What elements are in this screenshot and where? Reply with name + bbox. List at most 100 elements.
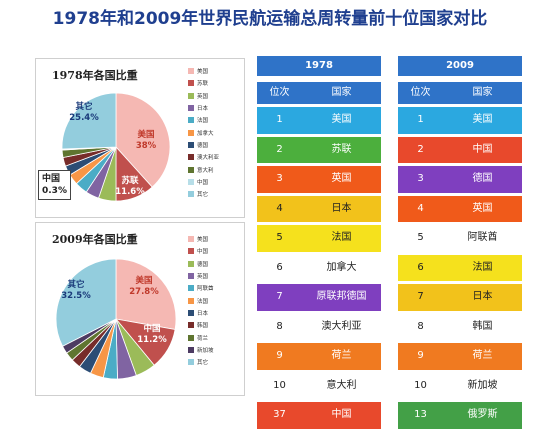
rank-cell: 5 (417, 232, 424, 243)
legend-item: 美国 (188, 233, 214, 245)
rank-cell: 10 (414, 379, 427, 391)
callout-value: 0.3% (42, 186, 67, 196)
legend-label: 苏联 (197, 81, 209, 88)
country-cell: 法国 (331, 232, 352, 243)
legend-item: 澳大利亚 (188, 151, 219, 163)
legend-swatch (188, 141, 194, 148)
legend-item: 法国 (188, 114, 219, 126)
rank-cell: 1 (417, 114, 424, 125)
country-cell: 加拿大 (326, 261, 357, 273)
legend-label: 其它 (197, 192, 209, 199)
pie-slice (115, 258, 177, 330)
pie-slice (115, 92, 171, 188)
pie-title-2009: 2009年各国比重 (52, 233, 138, 246)
legend-label: 中国 (197, 179, 209, 186)
table-row: 10 新加坡 (398, 372, 522, 399)
rank-cell: 2 (417, 143, 424, 155)
legend-swatch (188, 129, 194, 136)
callout-label: 中国 (42, 174, 61, 184)
table-row: 1 美国 (257, 107, 381, 134)
legend-swatch (188, 80, 194, 87)
legend-2009: 美国 中国 德国 英国 阿联酋 法国 日本 韩国 荷兰 新加坡 其它 (188, 233, 214, 368)
legend-label: 日本 (197, 106, 209, 113)
legend-item: 法国 (188, 294, 214, 306)
country-cell: 美国 (331, 114, 352, 125)
legend-swatch (188, 248, 194, 255)
table-row: 37 中国 (257, 402, 381, 429)
table-column-header: 位次 国家 (398, 82, 522, 104)
legend-item: 英国 (188, 90, 219, 102)
legend-item: 日本 (188, 102, 219, 114)
ranking-table-1978: 1978 位次 国家 1 美国 2 苏联 3 英国 4 日本 5 法国 6 加拿大 7 原联邦德国 8 澳大利… (257, 56, 381, 429)
country-column-header: 国家 (472, 87, 493, 98)
legend-label: 新加坡 (197, 347, 214, 354)
legend-swatch (188, 191, 194, 198)
legend-swatch (188, 236, 194, 243)
legend-swatch (188, 68, 194, 75)
legend-label: 韩国 (197, 323, 209, 330)
slice-label-value: 11.2% (137, 335, 167, 345)
rank-cell: 3 (276, 173, 283, 184)
country-cell: 意大利 (326, 379, 357, 391)
legend-item: 其它 (188, 188, 219, 200)
rank-column-header: 位次 (410, 87, 431, 98)
slice-label-name: 中国 (143, 323, 160, 334)
country-cell: 德国 (472, 173, 493, 184)
legend-swatch (188, 322, 194, 329)
legend-swatch (188, 178, 194, 185)
slice-label-name: 美国 (137, 129, 154, 140)
legend-swatch (188, 117, 194, 124)
legend-item: 韩国 (188, 319, 214, 331)
rank-cell: 4 (276, 202, 283, 214)
legend-label: 德国 (197, 142, 209, 149)
rank-column-header: 位次 (269, 87, 290, 98)
country-cell: 日本 (331, 202, 352, 214)
table-row: 9 荷兰 (398, 343, 522, 370)
legend-swatch (188, 285, 194, 292)
country-cell: 韩国 (472, 320, 493, 332)
country-cell: 英国 (331, 173, 352, 184)
country-cell: 阿联酋 (467, 232, 498, 243)
legend-swatch (188, 260, 194, 267)
slice-label-value: 32.5% (61, 291, 91, 301)
slice-label-value: 27.8% (129, 287, 159, 297)
legend-swatch (188, 105, 194, 112)
legend-label: 澳大利亚 (197, 155, 220, 162)
legend-item: 新加坡 (188, 344, 214, 356)
legend-label: 加拿大 (197, 130, 214, 137)
slice-label-name: 美国 (135, 275, 152, 286)
legend-label: 意大利 (197, 167, 214, 174)
pie-title-1978: 1978年各国比重 (52, 69, 138, 82)
table-row: 8 澳大利亚 (257, 313, 381, 340)
legend-swatch (188, 92, 194, 99)
legend-swatch (188, 154, 194, 161)
country-column-header: 国家 (331, 87, 352, 98)
page-title: 1978年和2009年世界民航运输总周转量前十位国家对比 (52, 9, 488, 29)
pie-slice (55, 258, 117, 347)
table-row: 2 中国 (398, 136, 522, 163)
pie-panel-2009: 2009年各国比重 美国 27.8% 中国 11.2% 其它 32.5% 美国 中国 德国 英国… (35, 222, 245, 396)
slice-label-name: 其它 (67, 279, 84, 290)
table-row: 4 日本 (257, 195, 381, 222)
legend-swatch (188, 334, 194, 341)
country-cell: 中国 (472, 143, 493, 155)
table-row: 7 原联邦德国 (257, 284, 381, 311)
legend-label: 法国 (197, 298, 209, 305)
rank-cell: 2 (276, 143, 283, 155)
legend-label: 中国 (197, 249, 209, 256)
legend-swatch (188, 273, 194, 280)
country-cell: 原联邦德国 (316, 291, 367, 302)
country-cell: 法国 (472, 261, 493, 273)
legend-swatch (188, 359, 194, 366)
table-rows: 1 美国 2 苏联 3 英国 4 日本 5 法国 6 加拿大 7 原联邦德国 8 澳大利亚 9 荷兰 10 意大利 37… (257, 107, 381, 429)
legend-item: 加拿大 (188, 126, 219, 138)
legend-item: 荷兰 (188, 331, 214, 343)
rank-cell: 8 (276, 320, 283, 332)
table-row: 7 日本 (398, 284, 522, 311)
rank-cell: 6 (417, 261, 424, 273)
table-row: 8 韩国 (398, 313, 522, 340)
country-cell: 中国 (331, 409, 352, 420)
country-cell: 澳大利亚 (321, 320, 362, 332)
legend-swatch (188, 309, 194, 316)
